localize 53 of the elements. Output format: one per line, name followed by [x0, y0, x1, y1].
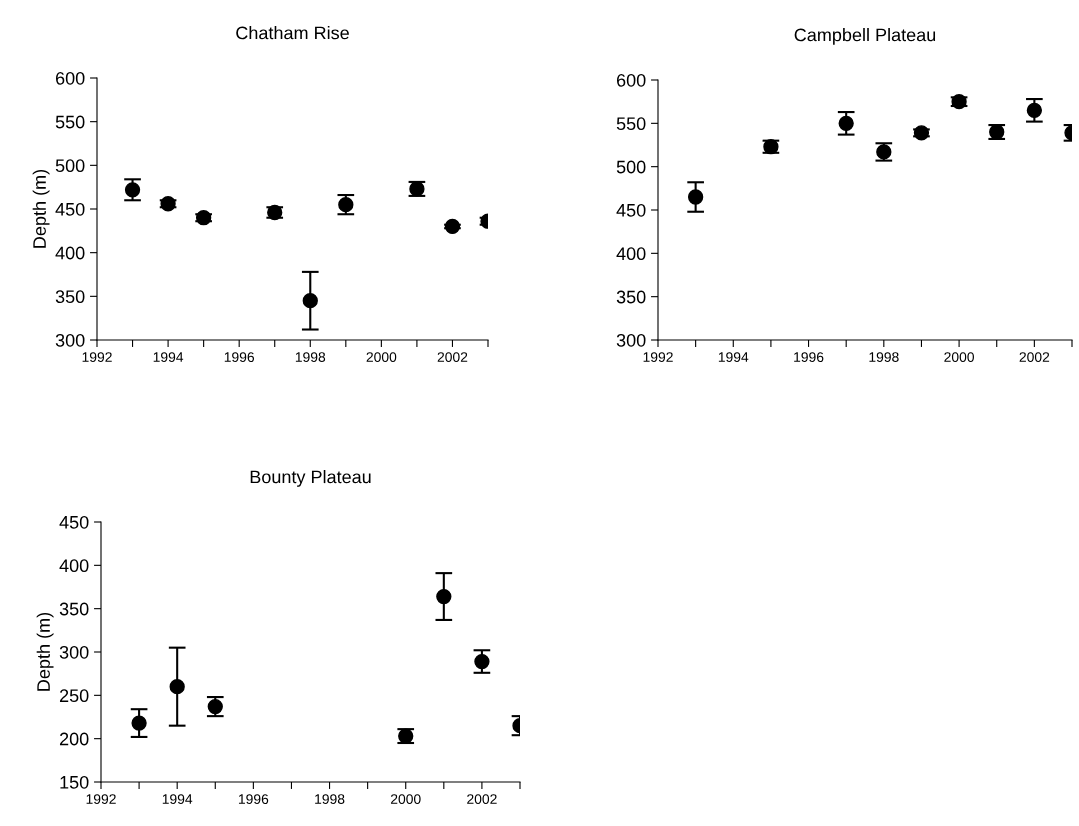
x-tick-label: 2000 — [366, 352, 397, 363]
x-tick-label: 1994 — [718, 352, 749, 363]
y-axis-title: Depth (m) — [32, 169, 50, 248]
y-tick-label: 300 — [59, 645, 89, 659]
x-tick-label: 2002 — [1019, 352, 1050, 363]
x-tick-label: 1994 — [153, 352, 184, 363]
x-tick-label: 2000 — [944, 352, 974, 363]
point — [838, 115, 854, 131]
x-tick-label: 1998 — [295, 352, 326, 363]
y-tick-label: 300 — [55, 333, 85, 347]
y-tick-label: 600 — [55, 71, 85, 85]
y-tick-label: 500 — [616, 160, 646, 174]
y-tick-label: 400 — [55, 246, 85, 260]
chart-title: Bounty Plateau — [250, 470, 371, 487]
y-tick-label: 600 — [616, 73, 646, 87]
x-tick-label: 1992 — [86, 794, 116, 805]
point — [687, 189, 704, 205]
y-tick-label: 400 — [59, 559, 89, 573]
point — [131, 715, 147, 731]
x-tick-label: 1992 — [82, 352, 112, 363]
point — [1026, 102, 1043, 118]
point — [436, 588, 452, 605]
y-tick-label: 350 — [59, 602, 89, 616]
y-tick-label: 200 — [59, 732, 89, 746]
x-tick-label: 1996 — [794, 352, 824, 363]
point — [124, 182, 141, 198]
x-tick-label: 2000 — [390, 794, 421, 805]
chart-title: Chatham Rise — [236, 26, 349, 40]
x-tick-label: 2002 — [437, 352, 468, 363]
y-tick-label: 450 — [59, 515, 89, 529]
y-tick-label: 400 — [616, 247, 646, 261]
x-tick-label: 1994 — [162, 794, 193, 805]
y-tick-label: 250 — [59, 689, 89, 703]
y-tick-label: 350 — [616, 290, 646, 304]
x-tick-label: 1996 — [238, 794, 269, 805]
point — [302, 293, 318, 309]
y-tick-label: 500 — [55, 159, 85, 173]
y-tick-label: 350 — [55, 290, 85, 304]
x-tick-label: 2002 — [467, 794, 497, 805]
y-axis-title: Depth (m) — [36, 612, 54, 691]
y-tick-label: 450 — [616, 203, 646, 217]
x-tick-label: 1996 — [224, 352, 255, 363]
chart-title: Campbell Plateau — [794, 28, 936, 45]
y-tick-label: 550 — [55, 115, 85, 129]
point — [169, 679, 185, 695]
y-tick-label: 450 — [55, 202, 85, 216]
y-tick-label: 550 — [616, 117, 646, 131]
y-tick-label: 150 — [60, 775, 89, 789]
x-tick-label: 1992 — [643, 352, 673, 363]
point — [444, 218, 461, 235]
x-tick-label: 1998 — [315, 794, 345, 805]
y-tick-label: 300 — [616, 333, 646, 347]
x-tick-label: 1998 — [869, 352, 899, 363]
